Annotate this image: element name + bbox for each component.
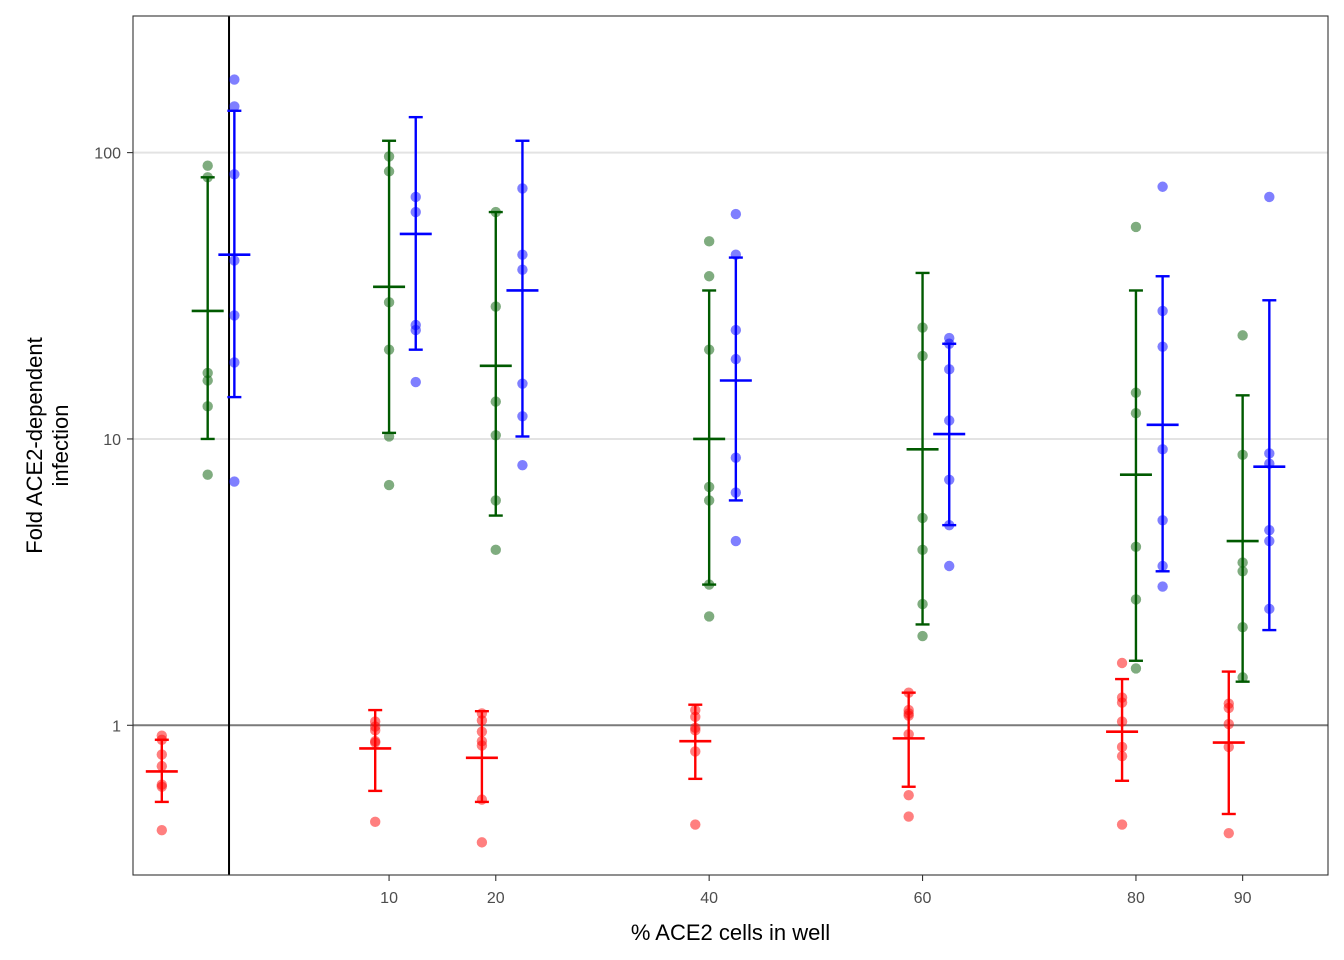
point-s1-g1-5 <box>383 479 395 491</box>
x-tick-label-60: 60 <box>914 890 932 907</box>
y-tick-label-1: 1 <box>112 718 121 735</box>
x-tick-label-20: 20 <box>487 890 505 907</box>
panel-border <box>132 15 1329 876</box>
point-s1-g6-0 <box>1237 330 1248 341</box>
point-s2-g1-4 <box>410 376 421 388</box>
point-s2-g6-0 <box>1264 191 1275 203</box>
point-s2-g5-0 <box>1157 181 1168 192</box>
point-s0-g5-0 <box>1116 657 1128 669</box>
point-s0-g6-4 <box>1223 827 1234 839</box>
x-tick-label-80: 80 <box>1127 890 1145 907</box>
error-bars <box>145 109 1286 816</box>
gridlines <box>133 151 1328 440</box>
point-s1-g3-0 <box>703 236 715 247</box>
axes: 10 20 40 60 80 90 1 10 100 <box>94 146 1251 907</box>
point-s0-g1-5 <box>370 816 381 828</box>
y-axis-title: Fold ACE2-dependentinfection <box>22 337 73 554</box>
point-s1-g3-6 <box>703 611 715 622</box>
point-s1-g0-0 <box>202 160 213 171</box>
y-axis-title-line-2: infection <box>48 405 73 487</box>
point-s2-g0-0 <box>229 74 240 85</box>
point-s0-g4-5 <box>903 789 914 801</box>
point-s2-g4-6 <box>944 560 955 572</box>
point-s2-g0-6 <box>229 476 240 487</box>
reference-lines <box>133 16 1328 875</box>
point-s2-g3-0 <box>730 208 742 220</box>
x-tick-label-90: 90 <box>1234 890 1252 907</box>
y-tick-label-100: 100 <box>94 146 121 163</box>
point-s1-g5-0 <box>1130 221 1142 233</box>
point-s0-g3-5 <box>690 819 701 830</box>
point-s1-g4-5 <box>917 630 928 642</box>
point-s2-g5-6 <box>1157 581 1168 592</box>
point-s2-g2-5 <box>517 459 528 471</box>
point-s0-g4-6 <box>903 811 914 822</box>
point-s2-g0-1 <box>229 101 240 112</box>
y-axis-title-line-1: Fold ACE2-dependent <box>22 337 47 554</box>
point-s2-g3-6 <box>730 535 742 547</box>
x-tick-label-10: 10 <box>380 890 398 907</box>
point-s0-g2-6 <box>476 837 488 848</box>
point-s1-g2-5 <box>490 544 501 556</box>
point-s1-g0-5 <box>202 469 213 480</box>
y-tick-label-10: 10 <box>103 432 121 449</box>
point-s0-g5-6 <box>1116 819 1128 830</box>
x-axis-title: % ACE2 cells in well <box>631 920 830 945</box>
x-tick-label-40: 40 <box>700 890 718 907</box>
point-s1-g5-5 <box>1130 663 1142 674</box>
point-s1-g3-1 <box>703 271 715 282</box>
point-s0-g0-6 <box>156 825 168 836</box>
